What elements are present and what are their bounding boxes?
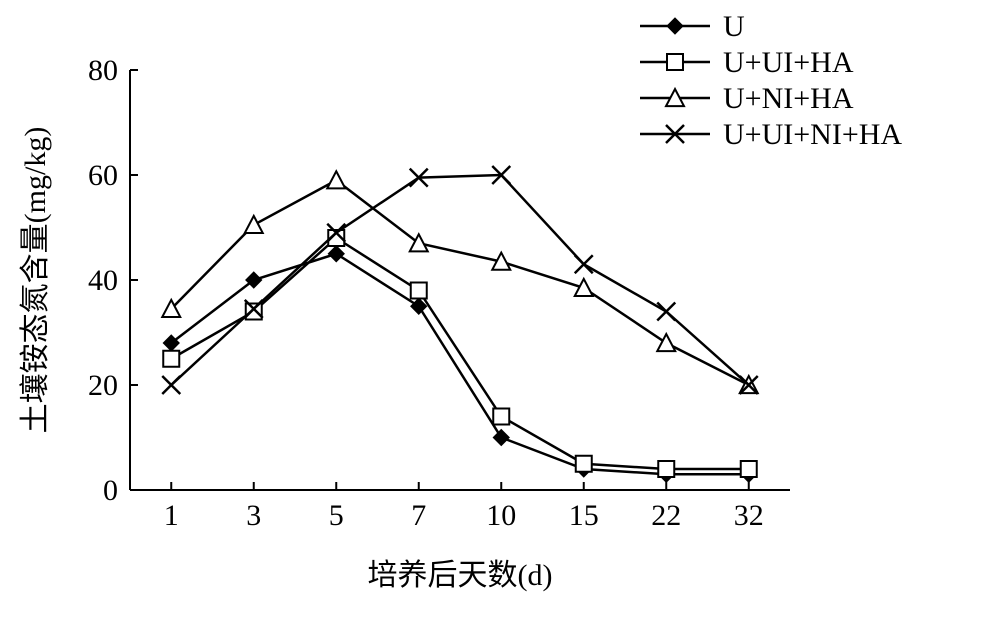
marker-triangle <box>657 334 675 351</box>
legend-label: U <box>723 10 745 43</box>
y-tick-label: 0 <box>103 474 118 507</box>
legend-item: U+UI+NI+HA <box>640 118 902 151</box>
marker-triangle <box>245 216 263 233</box>
marker-diamond <box>328 246 344 262</box>
y-tick-label: 60 <box>88 159 118 192</box>
y-tick-label: 40 <box>88 264 118 297</box>
x-tick-label: 1 <box>164 499 179 532</box>
marker-diamond <box>667 18 683 34</box>
marker-triangle <box>327 171 345 188</box>
legend-label: U+UI+NI+HA <box>723 118 902 151</box>
x-axis-label: 培养后天数(d) <box>368 559 553 592</box>
x-tick-label: 22 <box>651 499 681 532</box>
legend-label: U+UI+HA <box>723 46 854 79</box>
marker-square <box>741 461 757 477</box>
series-line <box>171 254 749 475</box>
legend-label: U+NI+HA <box>723 82 854 115</box>
y-tick-label: 20 <box>88 369 118 402</box>
marker-square <box>667 54 683 70</box>
series-U+UI+HA <box>163 230 757 477</box>
series-line <box>171 238 749 469</box>
x-tick-label: 10 <box>486 499 516 532</box>
marker-square <box>411 283 427 299</box>
marker-triangle <box>410 234 428 251</box>
legend-item: U+NI+HA <box>640 82 854 115</box>
x-tick-label: 3 <box>246 499 261 532</box>
series-U <box>163 246 757 483</box>
marker-triangle <box>575 279 593 296</box>
marker-square <box>493 409 509 425</box>
legend-item: U <box>640 10 745 43</box>
y-tick-label: 80 <box>88 54 118 87</box>
x-tick-label: 5 <box>329 499 344 532</box>
x-tick-label: 7 <box>411 499 426 532</box>
line-chart: 0 20 40 60 80 1 3 5 7 10 15 22 32 培养后天数(d) 土壤铵态氮含量(mg/… <box>0 0 1000 631</box>
marker-square <box>576 456 592 472</box>
marker-square <box>163 351 179 367</box>
x-tick-label: 15 <box>569 499 599 532</box>
marker-square <box>658 461 674 477</box>
x-tick-label: 32 <box>734 499 764 532</box>
marker-diamond <box>493 430 509 446</box>
marker-square <box>246 304 262 320</box>
chart-container: 0 20 40 60 80 1 3 5 7 10 15 22 32 培养后天数(d) 土壤铵态氮含量(mg/… <box>0 0 1000 631</box>
legend-item: U+UI+HA <box>640 46 854 79</box>
y-axis-label: 土壤铵态氮含量(mg/kg) <box>19 127 52 434</box>
